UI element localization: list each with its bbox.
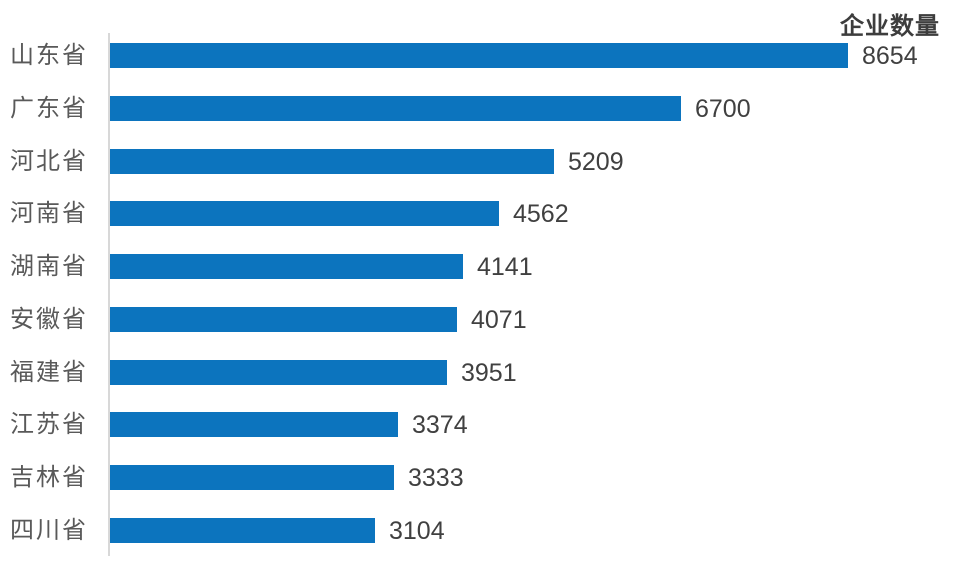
- category-label: 江苏省: [10, 411, 88, 438]
- value-label: 4562: [513, 200, 569, 228]
- bar: [110, 360, 447, 385]
- bar-row: 安徽省 4071: [0, 306, 959, 334]
- category-label: 吉林省: [10, 464, 88, 491]
- bar-row: 广东省 6700: [0, 95, 959, 123]
- value-label: 3104: [389, 517, 445, 545]
- value-label: 4071: [471, 306, 527, 334]
- category-label: 广东省: [10, 95, 88, 122]
- bar-row: 吉林省 3333: [0, 464, 959, 492]
- category-label: 山东省: [10, 42, 88, 69]
- bar: [110, 149, 554, 174]
- value-label: 8654: [862, 42, 918, 70]
- bar-row: 河北省 5209: [0, 148, 959, 176]
- category-label: 四川省: [10, 517, 88, 544]
- bar: [110, 465, 394, 490]
- category-label: 湖南省: [10, 253, 88, 280]
- bar-row: 河南省 4562: [0, 200, 959, 228]
- bar-row: 福建省 3951: [0, 359, 959, 387]
- bar: [110, 412, 398, 437]
- bar: [110, 307, 457, 332]
- bar: [110, 96, 681, 121]
- bar-row: 湖南省 4141: [0, 253, 959, 281]
- value-label: 5209: [568, 148, 624, 176]
- bar: [110, 43, 848, 68]
- bar: [110, 518, 375, 543]
- value-label: 3951: [461, 359, 517, 387]
- category-label: 安徽省: [10, 306, 88, 333]
- bar-row: 江苏省 3374: [0, 411, 959, 439]
- bar: [110, 254, 463, 279]
- category-label: 河北省: [10, 148, 88, 175]
- value-label: 4141: [477, 253, 533, 281]
- bar-row: 山东省 8654: [0, 42, 959, 70]
- bar-row: 四川省 3104: [0, 517, 959, 545]
- value-label: 6700: [695, 95, 751, 123]
- category-label: 福建省: [10, 359, 88, 386]
- bar: [110, 201, 499, 226]
- chart-title: 企业数量: [840, 13, 940, 40]
- value-label: 3333: [408, 464, 464, 492]
- category-axis-line: [108, 33, 110, 556]
- value-label: 3374: [412, 411, 468, 439]
- category-label: 河南省: [10, 200, 88, 227]
